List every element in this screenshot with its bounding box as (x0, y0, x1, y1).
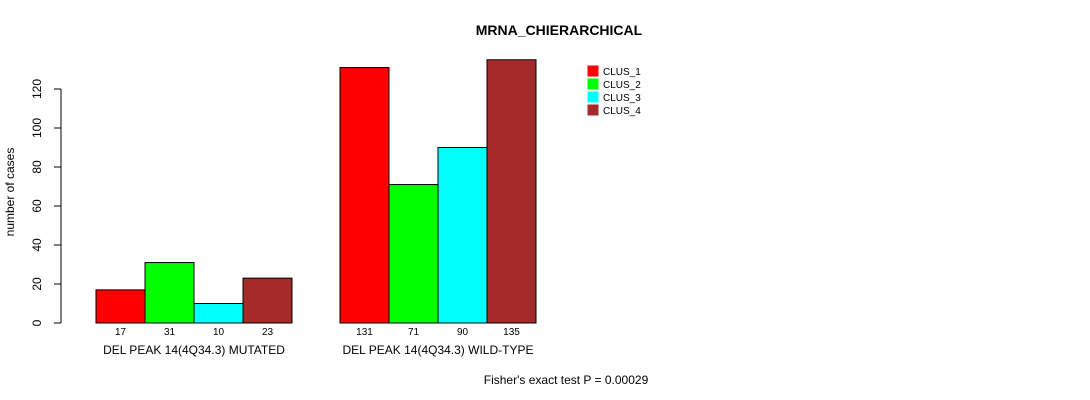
legend-swatch (587, 65, 599, 77)
count-labels: 17 31 10 23 131 71 90 135 (115, 327, 520, 338)
bar (388, 184, 439, 324)
legend-label: CLUS_4 (603, 106, 641, 117)
y-tick-label: 0 (30, 319, 44, 326)
group-label: DEL PEAK 14(4Q34.3) MUTATED (103, 343, 285, 357)
y-tick-label: 40 (30, 238, 44, 252)
bar (144, 262, 195, 324)
legend-label: CLUS_2 (603, 80, 641, 91)
bar (437, 147, 488, 324)
legend-label: CLUS_3 (603, 93, 641, 104)
bars (95, 59, 537, 324)
bar (339, 67, 390, 324)
y-tick-label: 100 (30, 118, 44, 138)
legend-label: CLUS_1 (603, 67, 641, 78)
group-label: DEL PEAK 14(4Q34.3) WILD-TYPE (343, 343, 534, 357)
bar-count-label: 17 (115, 327, 127, 338)
y-tick-label: 80 (30, 160, 44, 174)
bar (486, 59, 537, 324)
group-labels: DEL PEAK 14(4Q34.3) MUTATED DEL PEAK 14(4… (103, 343, 533, 357)
bar-count-label: 23 (262, 327, 274, 338)
bar-count-label: 135 (503, 327, 520, 338)
chart-title: MRNA_CHIERARCHICAL (476, 22, 643, 38)
fisher-test-footnote: Fisher's exact test P = 0.00029 (484, 373, 649, 387)
bar-count-label: 71 (408, 327, 420, 338)
bar-count-label: 10 (213, 327, 225, 338)
legend-swatch (587, 78, 599, 90)
bar (95, 289, 146, 324)
bar-count-label: 31 (164, 327, 176, 338)
bar (242, 277, 293, 324)
legend-swatch (587, 104, 599, 116)
legend-swatch (587, 91, 599, 103)
y-axis-label: number of cases (3, 148, 17, 237)
bar-count-label: 90 (457, 327, 469, 338)
bar-count-label: 131 (356, 327, 373, 338)
legend: CLUS_1 CLUS_2 CLUS_3 CLUS_4 (587, 65, 641, 117)
bar (193, 303, 244, 324)
y-tick-label: 60 (30, 199, 44, 213)
y-axis: 0 20 40 60 80 100 120 (30, 79, 62, 326)
y-tick-label: 120 (30, 79, 44, 99)
y-tick-label: 20 (30, 277, 44, 291)
